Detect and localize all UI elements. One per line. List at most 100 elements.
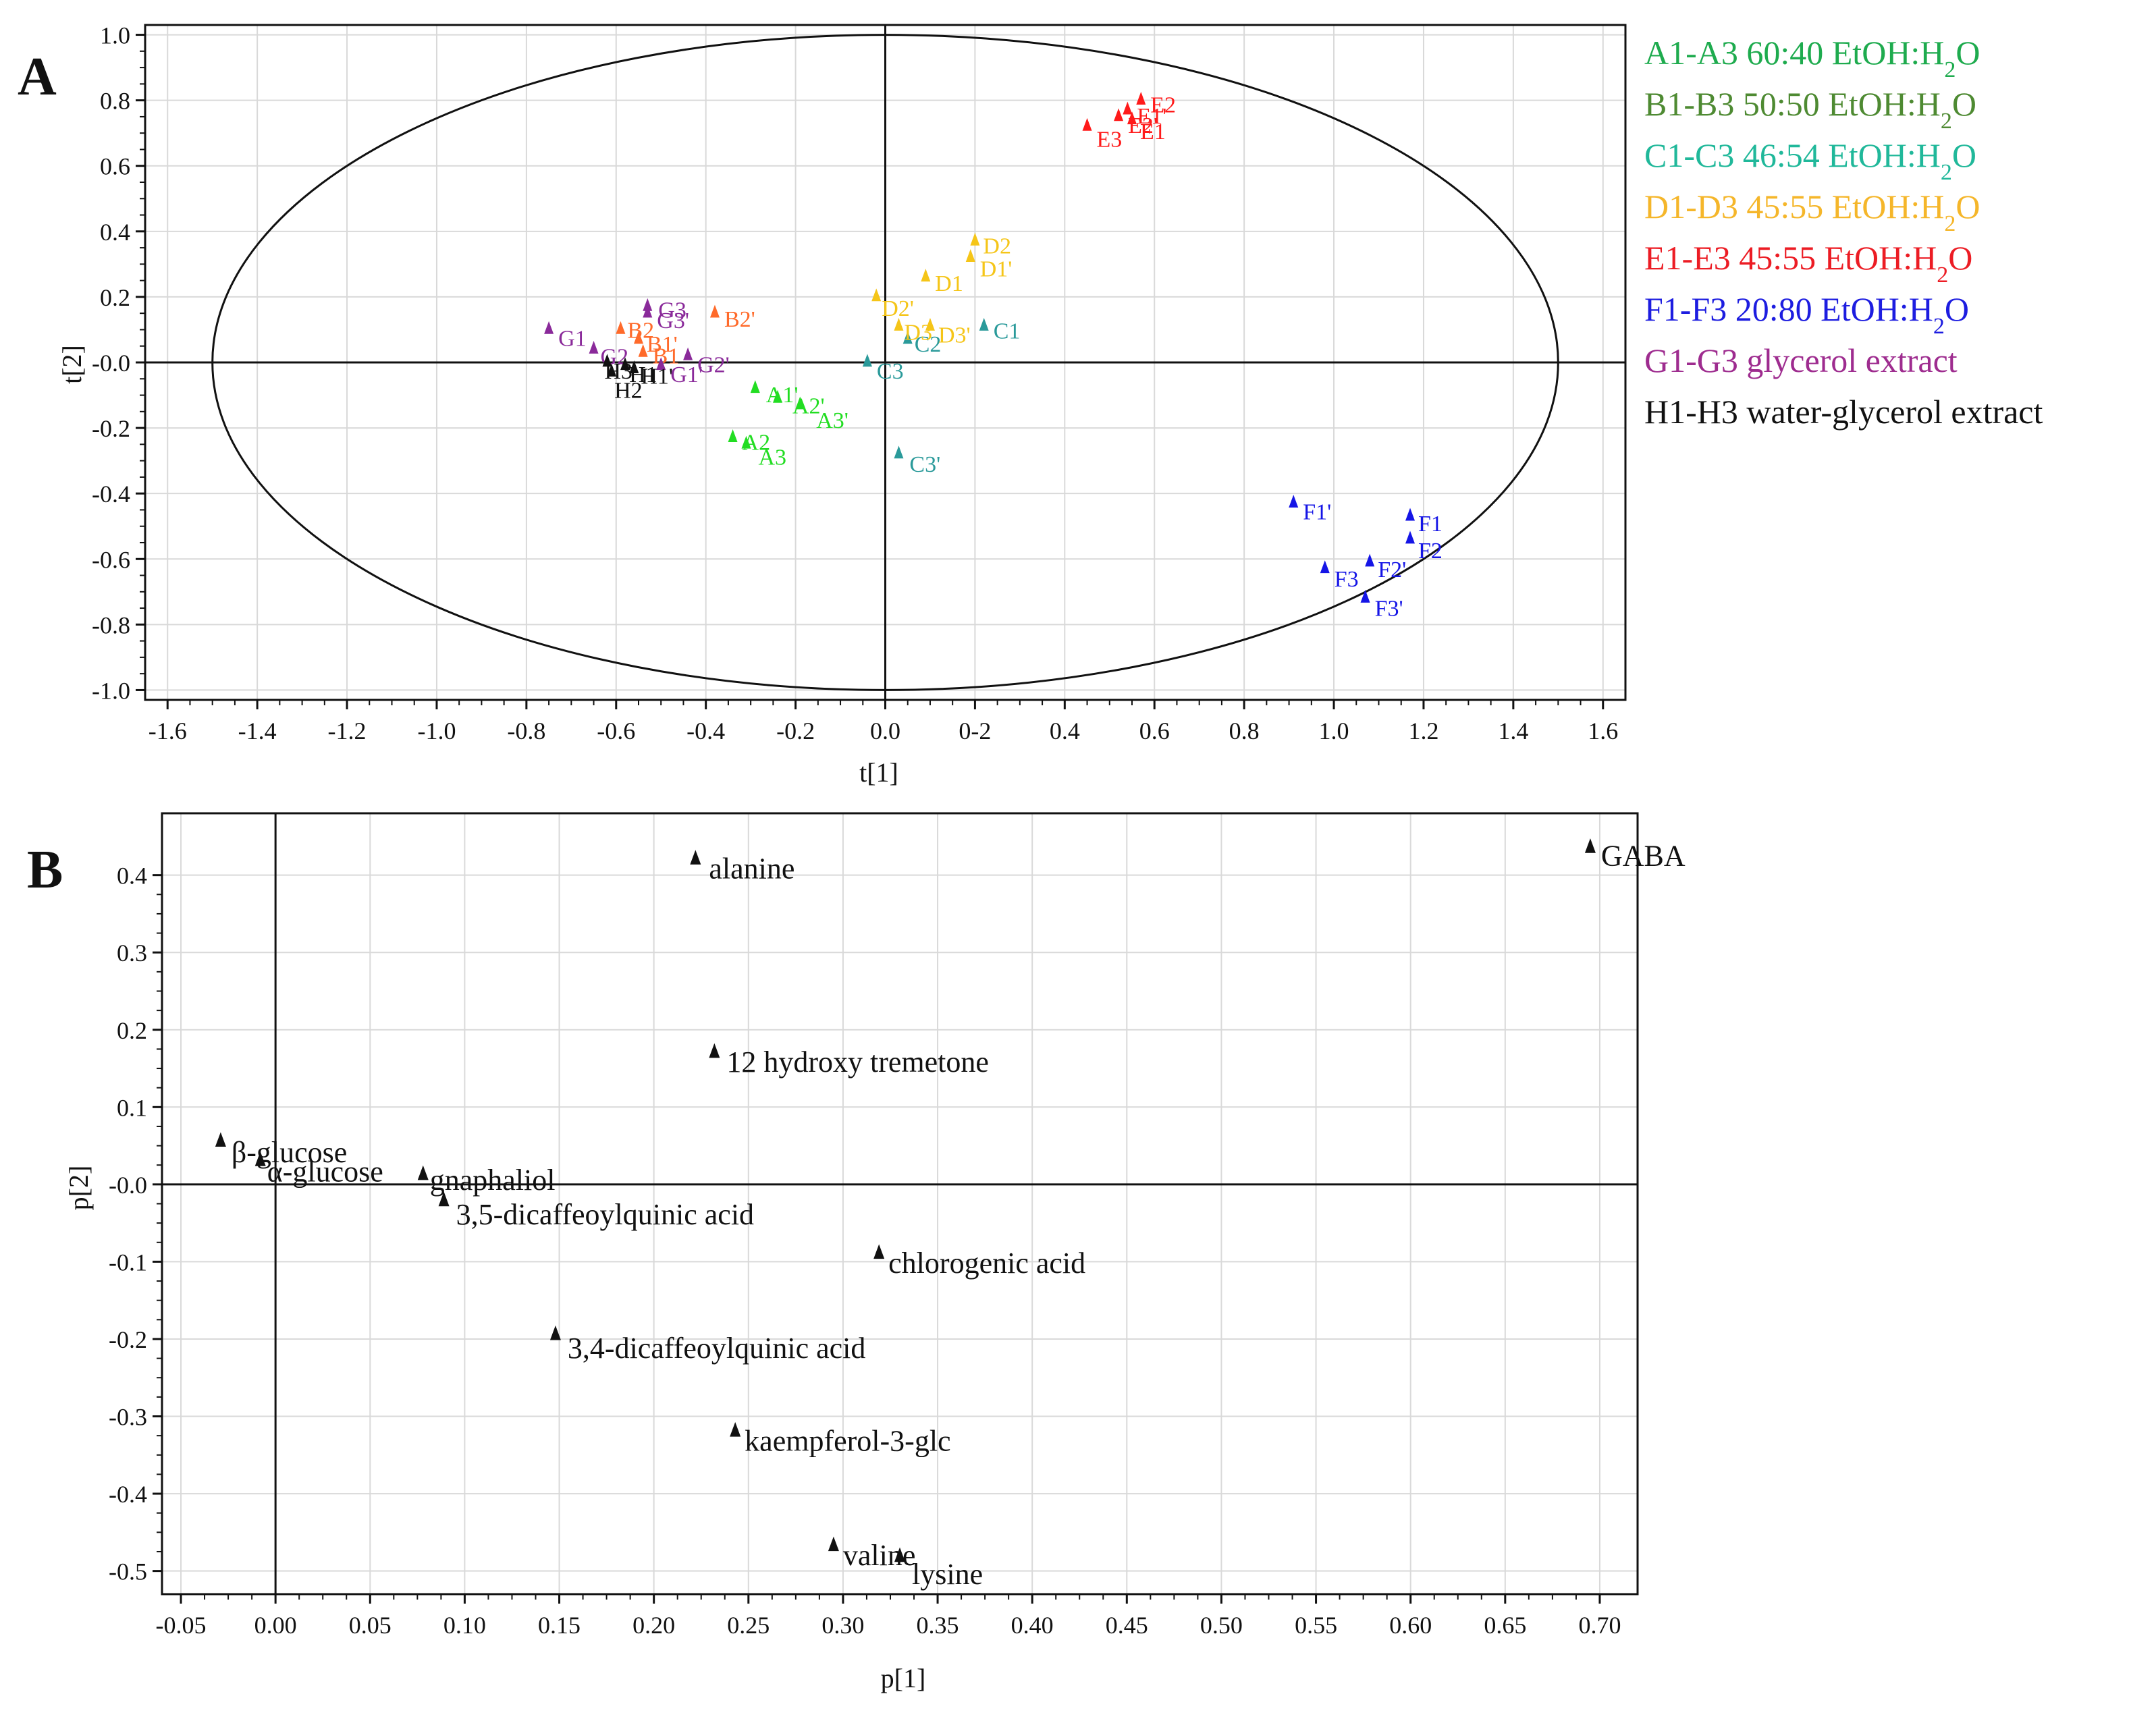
legend-entry-text: H1-H3 water-glycerol extract bbox=[1644, 393, 2043, 431]
y-tick-label: -0.0 bbox=[109, 1172, 147, 1199]
data-point-marker[interactable] bbox=[873, 1244, 885, 1259]
data-point-marker[interactable] bbox=[894, 1547, 905, 1562]
x-tick-label: 0.10 bbox=[443, 1612, 486, 1639]
data-point-marker[interactable] bbox=[544, 321, 554, 334]
grid bbox=[162, 813, 1638, 1594]
data-point-marker[interactable] bbox=[965, 249, 975, 262]
x-tick-label: -0.4 bbox=[686, 717, 725, 744]
data-point-marker[interactable] bbox=[1320, 560, 1330, 574]
y-tick-label: -0.6 bbox=[92, 546, 130, 573]
panel-a: A -1.6 -1.4 -1.2 -1.0 -0.8 -0.6 -0.4 -0.2 0.0 0-2 0… bbox=[18, 22, 2043, 788]
data-point-marker[interactable] bbox=[683, 347, 693, 360]
x-tick-label: -0.05 bbox=[156, 1612, 207, 1639]
plot-frame bbox=[161, 812, 1639, 1596]
x-tick-label: 1.6 bbox=[1588, 717, 1618, 744]
y-tick-label: -1.0 bbox=[92, 677, 130, 704]
data-point-marker[interactable] bbox=[970, 232, 980, 246]
data-point-label: G1 bbox=[558, 326, 587, 351]
data-point-label: E1 bbox=[1140, 119, 1166, 144]
data-point-marker[interactable] bbox=[438, 1191, 450, 1207]
data-point-marker[interactable] bbox=[638, 344, 648, 357]
x-axis-label: p[1] bbox=[881, 1663, 926, 1693]
data-point-label: G3' bbox=[657, 308, 689, 333]
x-tick-label: 0.50 bbox=[1200, 1612, 1243, 1639]
data-point-marker[interactable] bbox=[894, 445, 904, 459]
x-tick-label: 0.05 bbox=[349, 1612, 392, 1639]
data-point-label: alanine bbox=[709, 852, 794, 885]
data-point-marker[interactable] bbox=[902, 331, 913, 344]
x-tick-label: -1.2 bbox=[328, 717, 367, 744]
data-point-marker[interactable] bbox=[1289, 495, 1299, 508]
data-point-marker[interactable] bbox=[1584, 838, 1596, 853]
data-point-marker[interactable] bbox=[607, 363, 617, 377]
data-point-marker[interactable] bbox=[728, 429, 738, 442]
data-point-marker[interactable] bbox=[979, 318, 989, 331]
data-point-marker[interactable] bbox=[750, 380, 760, 393]
data-point-marker[interactable] bbox=[602, 354, 612, 367]
data-point-marker[interactable] bbox=[620, 357, 630, 371]
data-point-marker[interactable] bbox=[871, 288, 882, 302]
data-point-marker[interactable] bbox=[616, 321, 626, 334]
data-point-marker[interactable] bbox=[656, 357, 666, 371]
data-point-marker[interactable] bbox=[417, 1165, 429, 1180]
data-point-marker[interactable] bbox=[709, 1043, 720, 1058]
data-point-marker[interactable] bbox=[629, 360, 639, 374]
data-point-label: D2' bbox=[882, 296, 914, 321]
data-point-label: GABA bbox=[1601, 840, 1686, 873]
x-tick-label: 0-2 bbox=[959, 717, 991, 744]
data-point-marker[interactable] bbox=[690, 850, 701, 865]
x-tick-label: 0.0 bbox=[870, 717, 900, 744]
x-tick-label: -0.6 bbox=[597, 717, 635, 744]
data-point-label: C2 bbox=[915, 332, 942, 357]
data-point-marker[interactable] bbox=[1114, 108, 1124, 121]
legend-entry-text: C1-C3 46:54 EtOH:H bbox=[1644, 136, 1941, 174]
data-point-marker[interactable] bbox=[549, 1325, 561, 1340]
data-point-marker[interactable] bbox=[215, 1132, 226, 1147]
legend-entry: B1-B3 50:50 EtOH:H2O bbox=[1644, 85, 1976, 134]
legend-entry-suffix: O bbox=[1956, 34, 1980, 72]
x-tick-label: 0.45 bbox=[1106, 1612, 1148, 1639]
legend-entry-text: F1-F3 20:80 EtOH:H bbox=[1644, 290, 1933, 328]
data-point-marker[interactable] bbox=[1360, 589, 1370, 603]
data-point-label: gnaphaliol bbox=[430, 1164, 556, 1197]
data-point-marker[interactable] bbox=[730, 1422, 741, 1437]
y-tick-label: 0.6 bbox=[100, 153, 130, 180]
x-tick-label: 0.25 bbox=[727, 1612, 770, 1639]
data-point-marker[interactable] bbox=[1136, 92, 1146, 105]
data-point-marker[interactable] bbox=[643, 298, 653, 311]
data-point-label: E1' bbox=[1137, 104, 1166, 129]
data-point-marker[interactable] bbox=[254, 1151, 266, 1166]
data-point-marker[interactable] bbox=[643, 304, 653, 318]
data-point-marker[interactable] bbox=[1123, 101, 1133, 115]
x-tick-label: 0.00 bbox=[254, 1612, 297, 1639]
data-point-marker[interactable] bbox=[828, 1536, 839, 1552]
data-point-marker[interactable] bbox=[741, 435, 751, 449]
data-point-marker[interactable] bbox=[921, 269, 931, 282]
data-point-marker[interactable] bbox=[894, 318, 904, 331]
data-point-marker[interactable] bbox=[709, 304, 720, 318]
legend-entry-text: G1-G3 glycerol extract bbox=[1644, 342, 1958, 379]
data-point-marker[interactable] bbox=[589, 340, 599, 354]
data-point-marker[interactable] bbox=[1082, 117, 1092, 131]
x-tick-label: -0.2 bbox=[776, 717, 815, 744]
x-tick-label: 0.65 bbox=[1484, 1612, 1526, 1639]
data-point-marker[interactable] bbox=[1405, 530, 1416, 544]
x-tick-label: -1.4 bbox=[238, 717, 277, 744]
data-point-marker[interactable] bbox=[1127, 111, 1137, 125]
data-point-marker[interactable] bbox=[634, 331, 643, 344]
data-point-marker[interactable] bbox=[795, 396, 805, 410]
x-tick-label: 0.15 bbox=[538, 1612, 581, 1639]
legend-entry-subscript: 2 bbox=[1941, 109, 1952, 134]
data-point-marker[interactable] bbox=[1365, 553, 1375, 567]
data-point-label: valine bbox=[843, 1539, 916, 1572]
data-point-label: D1' bbox=[980, 257, 1013, 282]
data-point-label: C3 bbox=[877, 359, 904, 384]
data-point-marker[interactable] bbox=[1405, 508, 1416, 521]
data-point-label: kaempferol-3-glc bbox=[745, 1424, 950, 1457]
data-point-marker[interactable] bbox=[773, 389, 783, 403]
data-point-label: F1' bbox=[1303, 500, 1331, 525]
data-point-marker[interactable] bbox=[925, 318, 935, 331]
data-point-marker[interactable] bbox=[862, 354, 872, 367]
